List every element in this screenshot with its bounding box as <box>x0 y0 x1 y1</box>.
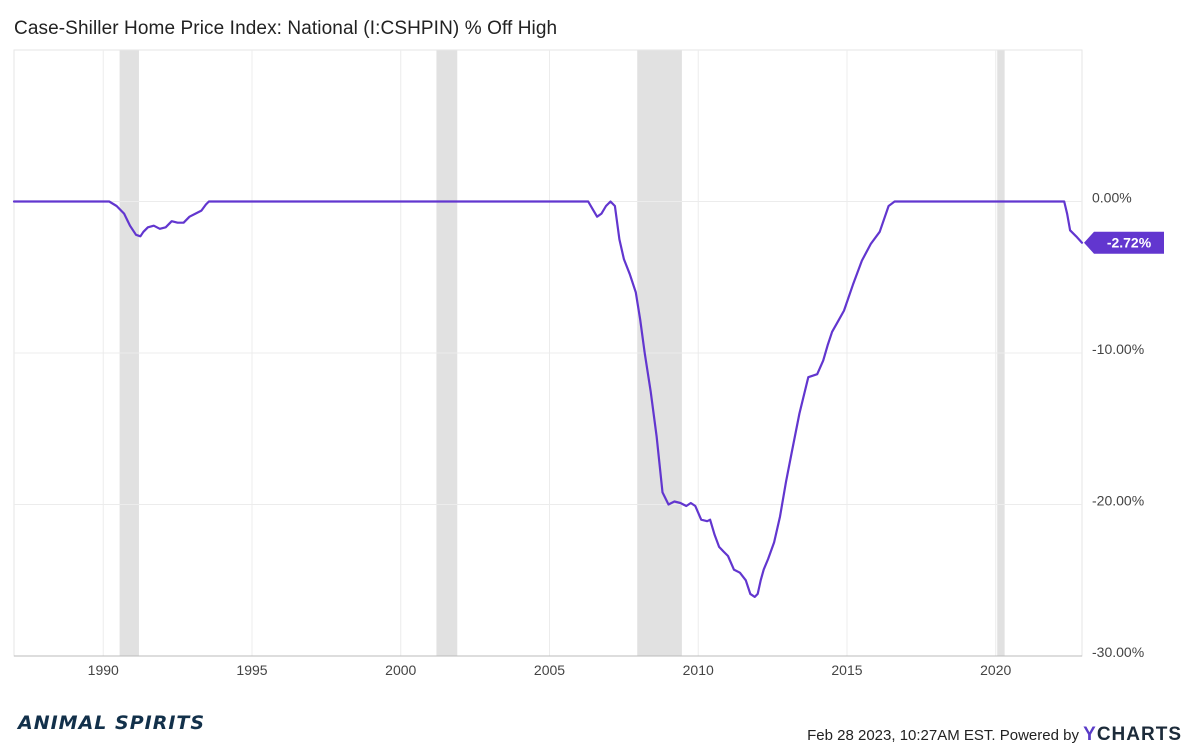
y-tick-label: -20.00% <box>1092 493 1144 509</box>
x-tick-label: 2005 <box>534 662 565 678</box>
y-tick-label: 0.00% <box>1092 190 1132 206</box>
tick-labels: 1990 1995 2000 2005 2010 2015 2020 0.00% -10.00%… <box>88 190 1144 679</box>
last-value-label: -2.72% <box>1107 235 1152 251</box>
x-tick-label: 1990 <box>88 662 119 678</box>
grid <box>13 49 1083 657</box>
last-value-badge-shape <box>1084 231 1164 254</box>
x-tick-label: 2010 <box>683 662 714 678</box>
x-tick-label: 2015 <box>831 662 862 678</box>
last-value-badge: -2.72% <box>1084 231 1164 254</box>
x-tick-label: 2020 <box>980 662 1011 678</box>
y-tick-label: -30.00% <box>1092 644 1144 660</box>
footer-credit: Feb 28 2023, 10:27AM EST. Powered by YCH… <box>807 724 1182 746</box>
footer-date: Feb 28 2023, 10:27AM EST. Powered by <box>807 727 1079 744</box>
series-lines <box>12 200 1084 599</box>
x-tick-label: 1995 <box>236 662 267 678</box>
ycharts-logo-text: CHARTS <box>1096 724 1182 745</box>
chart-title: Case-Shiller Home Price Index: National … <box>14 18 558 39</box>
series-line <box>12 200 1084 599</box>
x-tick-label: 2000 <box>385 662 416 678</box>
animal-spirits-logo: ANIMAL SPIRITS <box>18 712 206 734</box>
y-tick-label: -10.00% <box>1092 341 1144 357</box>
ycharts-logo: YCHARTS <box>1083 724 1182 745</box>
ycharts-logo-y: Y <box>1083 724 1097 745</box>
